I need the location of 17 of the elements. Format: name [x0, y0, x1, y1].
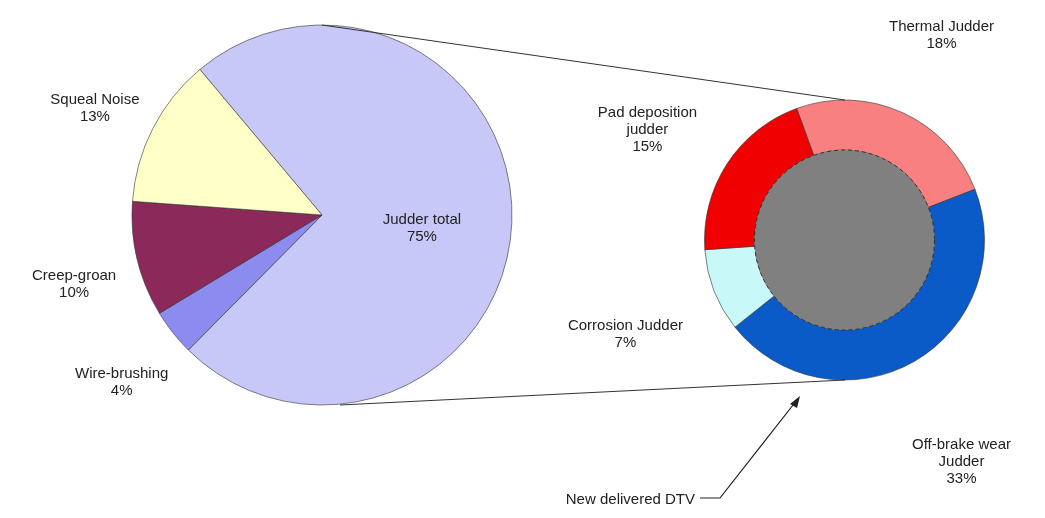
- data-label: 33%: [946, 468, 977, 486]
- data-label: 75%: [406, 227, 437, 245]
- slice-label: Off-brake wear Judder: [912, 434, 1011, 469]
- slice-label: Thermal Judder: [888, 16, 995, 34]
- slice-label: Pad deposition judder: [597, 102, 698, 137]
- text: New delivered DTV: [565, 490, 695, 507]
- data-label: 18%: [926, 33, 957, 51]
- slice-label: Squeal Noise: [50, 90, 140, 107]
- data-label: 10%: [59, 282, 90, 300]
- data-label: 15%: [632, 136, 663, 154]
- slice-label: Creep-groan: [31, 265, 117, 283]
- data-label: 4%: [110, 380, 133, 398]
- data-label: 7%: [614, 333, 637, 351]
- slice-label: Corrosion Judder: [567, 316, 683, 334]
- slice-label: Wire-brushing: [75, 363, 169, 381]
- data-label: 13%: [79, 107, 110, 124]
- slice-label: Judder total: [382, 210, 462, 228]
